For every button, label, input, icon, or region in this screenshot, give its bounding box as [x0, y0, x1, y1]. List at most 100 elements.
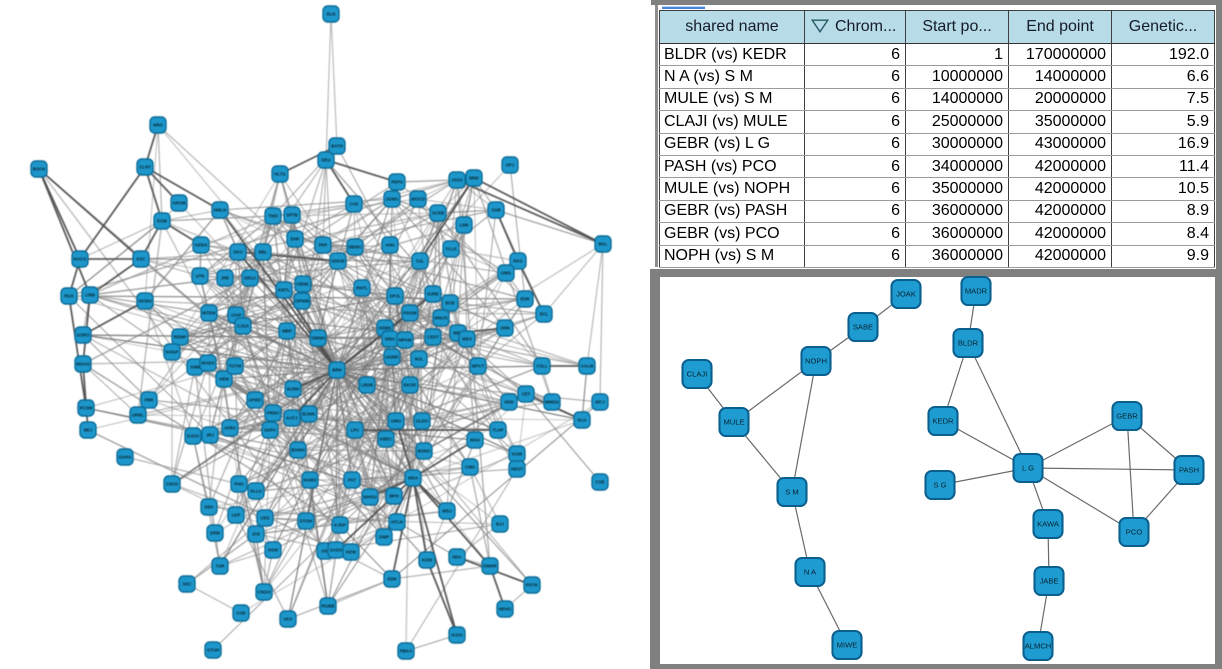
svg-text:L G: L G: [1022, 464, 1034, 473]
svg-text:MBP: MBP: [282, 329, 292, 334]
svg-text:JRJ: JRJ: [206, 433, 214, 438]
svg-text:CED: CED: [260, 516, 269, 521]
svg-text:PCO: PCO: [1126, 528, 1143, 537]
svg-text:CLAJI: CLAJI: [687, 370, 708, 379]
svg-text:POTK: POTK: [526, 583, 539, 588]
svg-text:PBKA: PBKA: [400, 649, 412, 654]
svg-text:RKG: RKG: [513, 259, 523, 264]
svg-text:ANM: ANM: [190, 365, 200, 370]
svg-text:WAD: WAD: [470, 438, 480, 443]
svg-text:PEPS: PEPS: [391, 180, 403, 185]
svg-text:MADS: MADS: [202, 361, 215, 366]
svg-text:UKA: UKA: [283, 617, 292, 622]
svg-text:MPCT: MPCT: [472, 364, 485, 369]
svg-text:NMLN: NMLN: [214, 208, 226, 213]
svg-text:KJDP: KJDP: [334, 523, 346, 528]
svg-text:RGBB: RGBB: [322, 604, 335, 609]
svg-text:SKC: SKC: [182, 582, 191, 587]
svg-text:KEEH: KEEH: [195, 243, 207, 248]
svg-text:UUMD: UUMD: [386, 355, 399, 360]
svg-text:BSWH: BSWH: [291, 448, 304, 453]
svg-text:APWC: APWC: [248, 398, 261, 403]
svg-text:WNA: WNA: [385, 337, 395, 342]
svg-text:PEP: PEP: [319, 243, 328, 248]
svg-text:PASH: PASH: [1179, 466, 1199, 475]
svg-text:OMNH: OMNH: [311, 336, 324, 341]
svg-text:MULE: MULE: [723, 418, 744, 427]
svg-text:CNGO: CNGO: [258, 590, 272, 595]
svg-text:PAT: PAT: [348, 478, 356, 483]
svg-text:AALM: AALM: [581, 364, 594, 369]
svg-text:SABE: SABE: [853, 323, 873, 332]
svg-text:UTN: UTN: [196, 274, 205, 279]
svg-text:HJRE: HJRE: [427, 292, 439, 297]
svg-text:DRM: DRM: [210, 531, 220, 536]
svg-text:SGB: SGB: [491, 208, 500, 213]
svg-text:BATH: BATH: [331, 144, 343, 149]
svg-text:WJRK: WJRK: [287, 387, 301, 392]
svg-text:JSU: JSU: [321, 549, 329, 554]
svg-text:CSLL: CSLL: [536, 364, 548, 369]
svg-text:CGE: CGE: [236, 611, 245, 616]
svg-text:BRH: BRH: [332, 368, 341, 373]
svg-text:COE: COE: [595, 480, 604, 485]
svg-text:KEDR: KEDR: [932, 417, 954, 426]
svg-text:KEW: KEW: [346, 550, 357, 555]
svg-text:CEDT: CEDT: [427, 335, 439, 340]
svg-text:ALMCH: ALMCH: [1025, 642, 1052, 651]
svg-text:DTOH: DTOH: [300, 519, 312, 524]
svg-text:OPJ: OPJ: [506, 163, 515, 168]
svg-text:OPJL: OPJL: [389, 294, 401, 299]
svg-text:MJL: MJL: [415, 357, 424, 362]
svg-text:BPH: BPH: [389, 494, 398, 499]
svg-text:URBL: URBL: [132, 413, 144, 418]
svg-text:CJGS: CJGS: [237, 324, 249, 329]
svg-text:UWU: UWU: [391, 419, 401, 424]
svg-text:PHG: PHG: [234, 482, 244, 487]
svg-text:KATJ: KATJ: [287, 416, 299, 421]
svg-text:KDW: KDW: [422, 558, 433, 563]
svg-text:EDR: EDR: [520, 297, 530, 302]
svg-text:REMP: REMP: [174, 335, 187, 340]
svg-text:HJSS: HJSS: [451, 633, 462, 638]
svg-text:GTUH: GTUH: [207, 648, 219, 653]
svg-text:ULDO: ULDO: [416, 419, 429, 424]
svg-text:BEJ: BEJ: [84, 428, 93, 433]
svg-text:JRE: JRE: [221, 276, 229, 281]
svg-text:SJL: SJL: [416, 259, 424, 264]
svg-text:KGW: KGW: [512, 452, 523, 457]
svg-text:BLDR: BLDR: [958, 339, 979, 348]
svg-text:HEGT: HEGT: [511, 467, 523, 472]
svg-text:CAE: CAE: [349, 202, 358, 207]
svg-text:CRM: CRM: [85, 293, 95, 298]
svg-text:GEBR: GEBR: [1116, 412, 1138, 421]
svg-text:GSRO: GSRO: [77, 333, 90, 338]
svg-text:BBK: BBK: [453, 331, 463, 336]
svg-text:JGMG: JGMG: [386, 197, 399, 202]
svg-text:PDUW: PDUW: [403, 311, 417, 316]
svg-text:DJOU: DJOU: [187, 434, 199, 439]
svg-text:MIWE: MIWE: [837, 641, 858, 650]
svg-text:HSBN: HSBN: [379, 326, 391, 331]
svg-text:CLNT: CLNT: [139, 165, 151, 170]
svg-text:WES: WES: [462, 337, 472, 342]
svg-text:AHG: AHG: [385, 243, 395, 248]
svg-text:MTEW: MTEW: [202, 311, 216, 316]
svg-text:EOM: EOM: [157, 219, 167, 224]
svg-text:DBWC: DBWC: [348, 245, 361, 250]
svg-text:DLLU: DLLU: [250, 489, 261, 494]
svg-text:HSW: HSW: [268, 548, 279, 553]
svg-text:MWJS: MWJS: [435, 316, 448, 321]
svg-text:PCSM: PCSM: [80, 406, 93, 411]
svg-text:MPAM: MPAM: [399, 338, 412, 343]
svg-text:JJAP: JJAP: [231, 313, 242, 318]
svg-text:TUR: TUR: [216, 564, 226, 569]
svg-text:CMG: CMG: [465, 465, 476, 470]
svg-text:BGL: BGL: [598, 242, 607, 247]
svg-text:MMDG: MMDG: [545, 400, 559, 405]
svg-text:HDA: HDA: [452, 555, 461, 560]
svg-text:JCK: JCK: [252, 532, 261, 537]
svg-text:HEM: HEM: [219, 377, 229, 382]
svg-text:TOTW: TOTW: [229, 364, 243, 369]
svg-text:DMHR: DMHR: [484, 564, 498, 569]
